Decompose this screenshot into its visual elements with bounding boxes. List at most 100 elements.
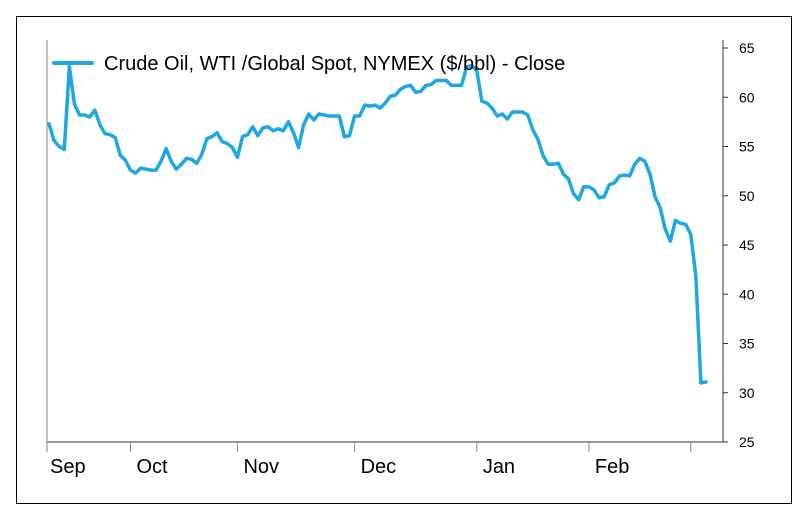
data-point (485, 101, 489, 105)
data-point (179, 162, 184, 166)
x-tick-label: Feb (595, 456, 629, 478)
plot-area (47, 63, 708, 385)
data-point (521, 110, 525, 114)
data-point (424, 83, 428, 88)
data-point (684, 222, 688, 226)
y-axis: 25 30 35 40 45 50 55 60 65 (722, 40, 755, 450)
y-tick-label: 50 (739, 188, 755, 204)
data-point (251, 125, 255, 129)
data-point (678, 221, 683, 225)
data-point (694, 273, 698, 278)
data-point (531, 128, 535, 132)
data-point (592, 188, 596, 192)
data-point (164, 146, 168, 151)
data-point (465, 65, 469, 69)
data-point (235, 155, 240, 159)
data-point (454, 83, 459, 88)
data-point (409, 83, 413, 88)
data-point (215, 131, 219, 135)
data-point (174, 167, 178, 171)
data-point (83, 113, 87, 117)
data-point (577, 198, 581, 202)
data-point (566, 177, 571, 181)
data-point (276, 127, 280, 131)
data-point (77, 113, 82, 117)
data-point (307, 112, 311, 116)
y-tick-label: 30 (739, 385, 755, 401)
x-tick-label: Dec (361, 456, 397, 478)
data-point (617, 174, 622, 178)
data-point (261, 126, 265, 130)
data-point (190, 157, 194, 161)
x-tick-label: Jan (483, 456, 515, 478)
data-point (291, 131, 296, 135)
data-point (149, 168, 153, 172)
x-tick-label: Sep (50, 456, 86, 478)
data-point (133, 171, 138, 175)
data-point (495, 114, 499, 118)
data-point (475, 69, 479, 73)
data-point (118, 153, 122, 157)
data-point (622, 173, 627, 177)
data-point (113, 136, 117, 140)
chart: Sep Oct Nov Dec Jan Feb 25 30 35 40 45 50 55 60 65 Cr… (16, 16, 792, 504)
data-point (515, 110, 520, 114)
data-point (612, 181, 616, 185)
x-tick-label: Nov (243, 456, 279, 478)
data-point (108, 133, 112, 137)
data-point (663, 227, 667, 231)
data-point (62, 147, 66, 152)
data-point (205, 137, 209, 141)
y-tick-label: 45 (739, 237, 755, 253)
data-point (444, 78, 448, 83)
data-point (368, 104, 372, 108)
data-point (653, 195, 657, 199)
y-tick-label: 35 (739, 336, 755, 352)
data-point (195, 161, 199, 165)
data-point (403, 84, 408, 89)
data-point (128, 168, 133, 172)
data-point (337, 114, 341, 118)
data-point (439, 78, 443, 83)
data-point (271, 129, 275, 133)
data-point (459, 83, 464, 88)
data-point (510, 110, 515, 114)
data-point (230, 145, 234, 150)
data-point (67, 65, 71, 69)
data-point (414, 90, 418, 94)
data-point (154, 168, 158, 172)
data-point (317, 112, 321, 116)
data-point (526, 113, 530, 117)
data-point (342, 135, 346, 139)
data-point (388, 94, 392, 98)
data-point (52, 138, 56, 143)
data-point (169, 159, 173, 163)
data-point (352, 114, 357, 118)
data-point (628, 174, 632, 178)
data-point (123, 158, 127, 162)
data-point (398, 87, 403, 91)
data-point (393, 93, 397, 97)
y-tick-label: 65 (739, 40, 755, 56)
legend-label: Crude Oil, WTI /Global Spot, NYMEX ($/bb… (104, 53, 565, 75)
data-point (378, 106, 382, 110)
data-point (597, 196, 601, 200)
data-point (658, 205, 662, 210)
series-line-crude-oil (47, 63, 708, 385)
data-point (363, 103, 367, 107)
data-point (256, 134, 260, 138)
data-point (643, 159, 647, 163)
data-point (266, 125, 270, 129)
data-point (561, 172, 565, 176)
data-point (347, 134, 352, 138)
data-point (607, 183, 611, 187)
data-point (500, 112, 504, 116)
data-point (327, 114, 331, 118)
data-point (281, 129, 285, 133)
data-point (699, 381, 703, 385)
data-point (383, 101, 387, 105)
data-point (47, 122, 51, 126)
data-point (88, 115, 92, 119)
data-point (648, 172, 652, 176)
x-axis: Sep Oct Nov Dec Jan Feb (46, 40, 723, 478)
